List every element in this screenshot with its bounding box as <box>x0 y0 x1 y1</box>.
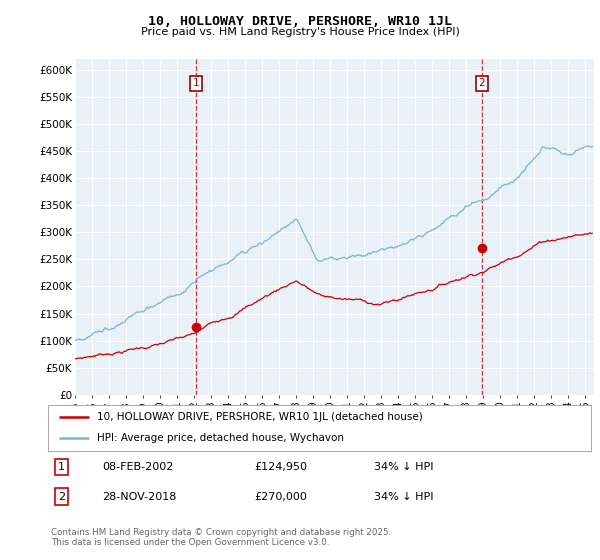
Text: Price paid vs. HM Land Registry's House Price Index (HPI): Price paid vs. HM Land Registry's House … <box>140 27 460 37</box>
Text: 1: 1 <box>193 78 199 88</box>
Text: 34% ↓ HPI: 34% ↓ HPI <box>374 462 433 472</box>
Text: Contains HM Land Registry data © Crown copyright and database right 2025.
This d: Contains HM Land Registry data © Crown c… <box>51 528 391 547</box>
Text: HPI: Average price, detached house, Wychavon: HPI: Average price, detached house, Wych… <box>97 433 344 444</box>
Text: 10, HOLLOWAY DRIVE, PERSHORE, WR10 1JL (detached house): 10, HOLLOWAY DRIVE, PERSHORE, WR10 1JL (… <box>97 412 422 422</box>
Text: £270,000: £270,000 <box>254 492 307 502</box>
Text: £124,950: £124,950 <box>254 462 307 472</box>
Text: 2: 2 <box>58 492 65 502</box>
Text: 2: 2 <box>479 78 485 88</box>
Text: 1: 1 <box>58 462 65 472</box>
Text: 28-NOV-2018: 28-NOV-2018 <box>103 492 176 502</box>
Text: 10, HOLLOWAY DRIVE, PERSHORE, WR10 1JL: 10, HOLLOWAY DRIVE, PERSHORE, WR10 1JL <box>148 15 452 28</box>
Text: 34% ↓ HPI: 34% ↓ HPI <box>374 492 433 502</box>
Text: 08-FEB-2002: 08-FEB-2002 <box>103 462 173 472</box>
